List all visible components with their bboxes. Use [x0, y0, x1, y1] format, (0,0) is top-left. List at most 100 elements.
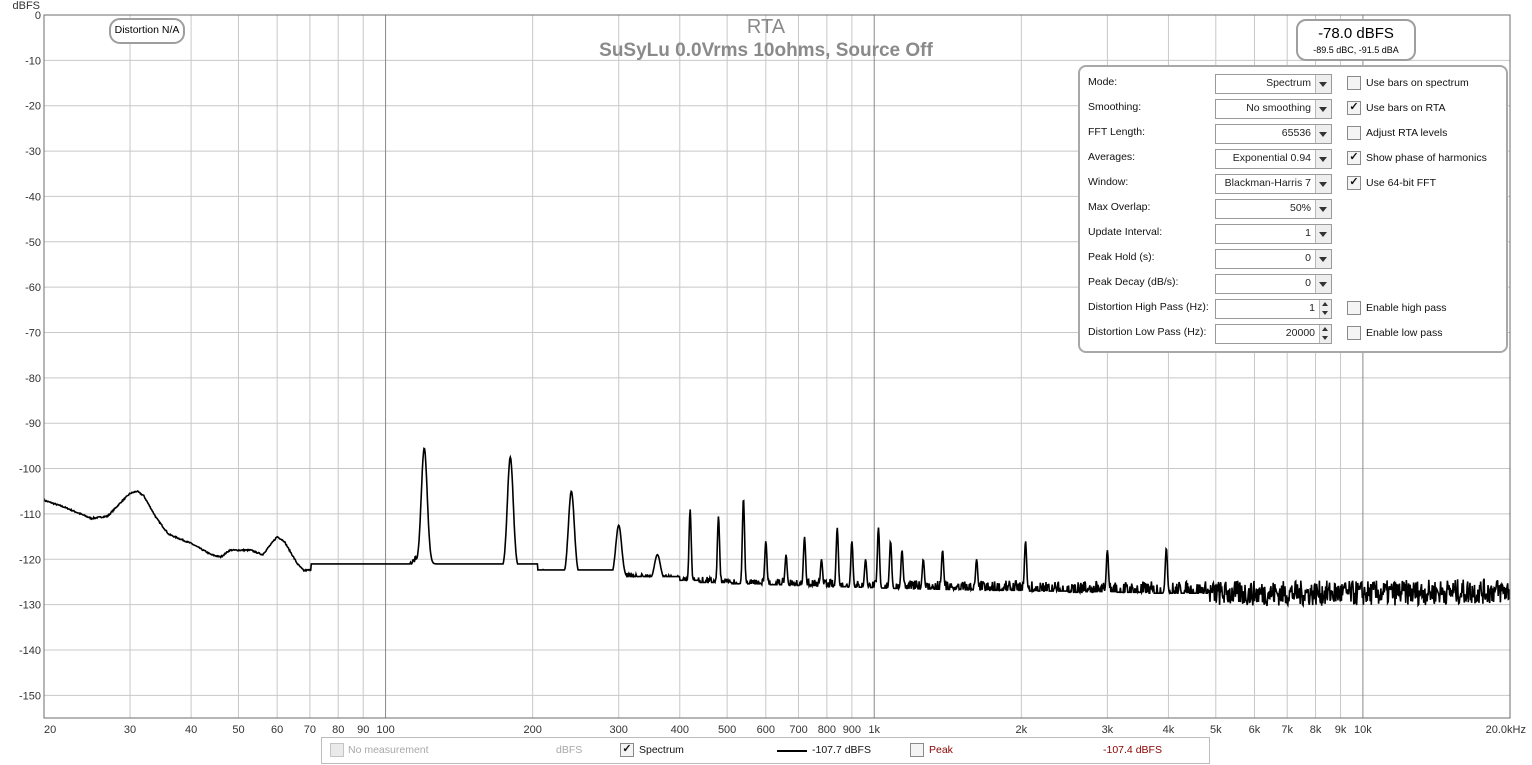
dropdown-arrow-icon[interactable] — [1315, 75, 1331, 93]
spectrum-checkbox[interactable] — [620, 743, 634, 757]
option-label: Use bars on RTA — [1366, 102, 1446, 114]
dropdown-arrow-icon[interactable] — [1315, 250, 1331, 268]
y-tick-label: -110 — [20, 509, 41, 521]
setting-value: 0 — [1305, 277, 1311, 289]
spin-down-icon[interactable] — [1319, 309, 1331, 318]
x-tick-label: 2k — [1016, 724, 1028, 736]
setting-dropdown[interactable]: No smoothing — [1215, 99, 1332, 119]
x-tick-label: 9k — [1335, 724, 1347, 736]
option-checkbox[interactable] — [1347, 326, 1361, 340]
option-checkbox[interactable] — [1347, 126, 1361, 140]
x-tick-label: 300 — [610, 724, 628, 736]
setting-dropdown[interactable]: 1 — [1215, 224, 1332, 244]
x-tick-label: 100 — [376, 724, 394, 736]
dropdown-arrow-icon[interactable] — [1315, 275, 1331, 293]
y-tick-label: -120 — [19, 554, 41, 566]
setting-dropdown[interactable]: 0 — [1215, 274, 1332, 294]
dropdown-arrow-icon[interactable] — [1315, 200, 1331, 218]
setting-dropdown[interactable]: Exponential 0.94 — [1215, 149, 1332, 169]
option-label: Use bars on spectrum — [1366, 77, 1469, 89]
y-tick-label: -10 — [25, 55, 41, 67]
y-tick-label: -140 — [19, 645, 41, 657]
x-tick-label: 600 — [757, 724, 775, 736]
setting-spinbox[interactable]: 20000 — [1215, 324, 1332, 344]
setting-spinbox[interactable]: 1 — [1215, 299, 1332, 319]
x-tick-label: 3k — [1102, 724, 1114, 736]
y-tick-label: -40 — [25, 191, 41, 203]
x-tick-label: 30 — [124, 724, 136, 736]
x-tick-label: 20 — [44, 724, 56, 736]
x-tick-label: 900 — [843, 724, 861, 736]
chart-title: RTA — [747, 16, 786, 38]
dropdown-arrow-icon[interactable] — [1315, 225, 1331, 243]
setting-label: Mode: — [1088, 76, 1118, 88]
setting-dropdown[interactable]: 65536 — [1215, 124, 1332, 144]
setting-dropdown[interactable]: 50% — [1215, 199, 1332, 219]
option-label: Use 64-bit FFT — [1366, 177, 1437, 189]
x-tick-label: 10k — [1354, 724, 1372, 736]
option-label: Adjust RTA levels — [1366, 127, 1448, 139]
x-tick-label: 8k — [1310, 724, 1322, 736]
setting-label: Averages: — [1088, 151, 1136, 163]
setting-label: Distortion Low Pass (Hz): — [1088, 326, 1207, 338]
distortion-label: Distortion N/A — [114, 24, 180, 36]
y-tick-label: -80 — [25, 373, 41, 385]
y-tick-label: -130 — [19, 600, 41, 612]
dropdown-arrow-icon[interactable] — [1315, 175, 1331, 193]
setting-dropdown[interactable]: 0 — [1215, 249, 1332, 269]
x-tick-label: 7k — [1281, 724, 1293, 736]
spin-up-icon[interactable] — [1319, 325, 1331, 334]
option-checkbox[interactable] — [1347, 151, 1361, 165]
setting-value: 0 — [1305, 252, 1311, 264]
option-label: Enable high pass — [1366, 302, 1447, 314]
x-tick-label: 80 — [332, 724, 344, 736]
option-label: Enable low pass — [1366, 327, 1443, 339]
setting-label: Max Overlap: — [1088, 201, 1151, 213]
x-tick-label: 200 — [523, 724, 541, 736]
setting-label: FFT Length: — [1088, 126, 1146, 138]
spectrum-line-swatch — [777, 750, 807, 752]
chart-subtitle: SuSyLu 0.0Vrms 10ohms, Source Off — [599, 40, 933, 61]
y-tick-label: -60 — [25, 282, 41, 294]
dropdown-arrow-icon[interactable] — [1315, 150, 1331, 168]
no-measurement-unit: dBFS — [556, 744, 583, 756]
setting-value: 1 — [1309, 302, 1315, 314]
spectrum-trace — [43, 447, 1511, 608]
legend-bar: No measurement dBFS Spectrum -107.7 dBFS… — [321, 737, 1210, 764]
option-checkbox[interactable] — [1347, 301, 1361, 315]
y-tick-label: -70 — [25, 327, 41, 339]
setting-value: 50% — [1289, 202, 1311, 214]
spin-up-icon[interactable] — [1319, 300, 1331, 309]
y-tick-label: -30 — [25, 146, 41, 158]
setting-dropdown[interactable]: Spectrum — [1215, 74, 1332, 94]
x-tick-label: 50 — [232, 724, 244, 736]
y-axis-unit: dBFS — [12, 0, 40, 12]
distortion-badge: Distortion N/A — [109, 18, 185, 44]
setting-dropdown[interactable]: Blackman-Harris 7 — [1215, 174, 1332, 194]
setting-label: Window: — [1088, 176, 1129, 188]
setting-value: Blackman-Harris 7 — [1224, 177, 1311, 189]
no-measurement-checkbox[interactable] — [330, 743, 344, 757]
level-main: -78.0 dBFS — [1318, 25, 1394, 42]
setting-value: Spectrum — [1266, 77, 1311, 89]
option-checkbox[interactable] — [1347, 101, 1361, 115]
y-tick-label: -20 — [25, 101, 41, 113]
peak-checkbox[interactable] — [910, 743, 924, 757]
y-tick-label: -50 — [25, 237, 41, 249]
y-tick-label: -150 — [19, 690, 41, 702]
dropdown-arrow-icon[interactable] — [1315, 125, 1331, 143]
x-tick-label: 800 — [818, 724, 836, 736]
dropdown-arrow-icon[interactable] — [1315, 100, 1331, 118]
level-sub: -89.5 dBC, -91.5 dBA — [1313, 45, 1399, 55]
option-checkbox[interactable] — [1347, 76, 1361, 90]
option-checkbox[interactable] — [1347, 176, 1361, 190]
spectrum-label: Spectrum — [639, 744, 684, 756]
option-label: Show phase of harmonics — [1366, 152, 1487, 164]
setting-label: Peak Hold (s): — [1088, 251, 1155, 263]
x-tick-label: 4k — [1163, 724, 1175, 736]
spin-down-icon[interactable] — [1319, 334, 1331, 343]
setting-value: 20000 — [1285, 327, 1315, 339]
x-tick-label: 60 — [271, 724, 283, 736]
setting-label: Peak Decay (dB/s): — [1088, 276, 1179, 288]
